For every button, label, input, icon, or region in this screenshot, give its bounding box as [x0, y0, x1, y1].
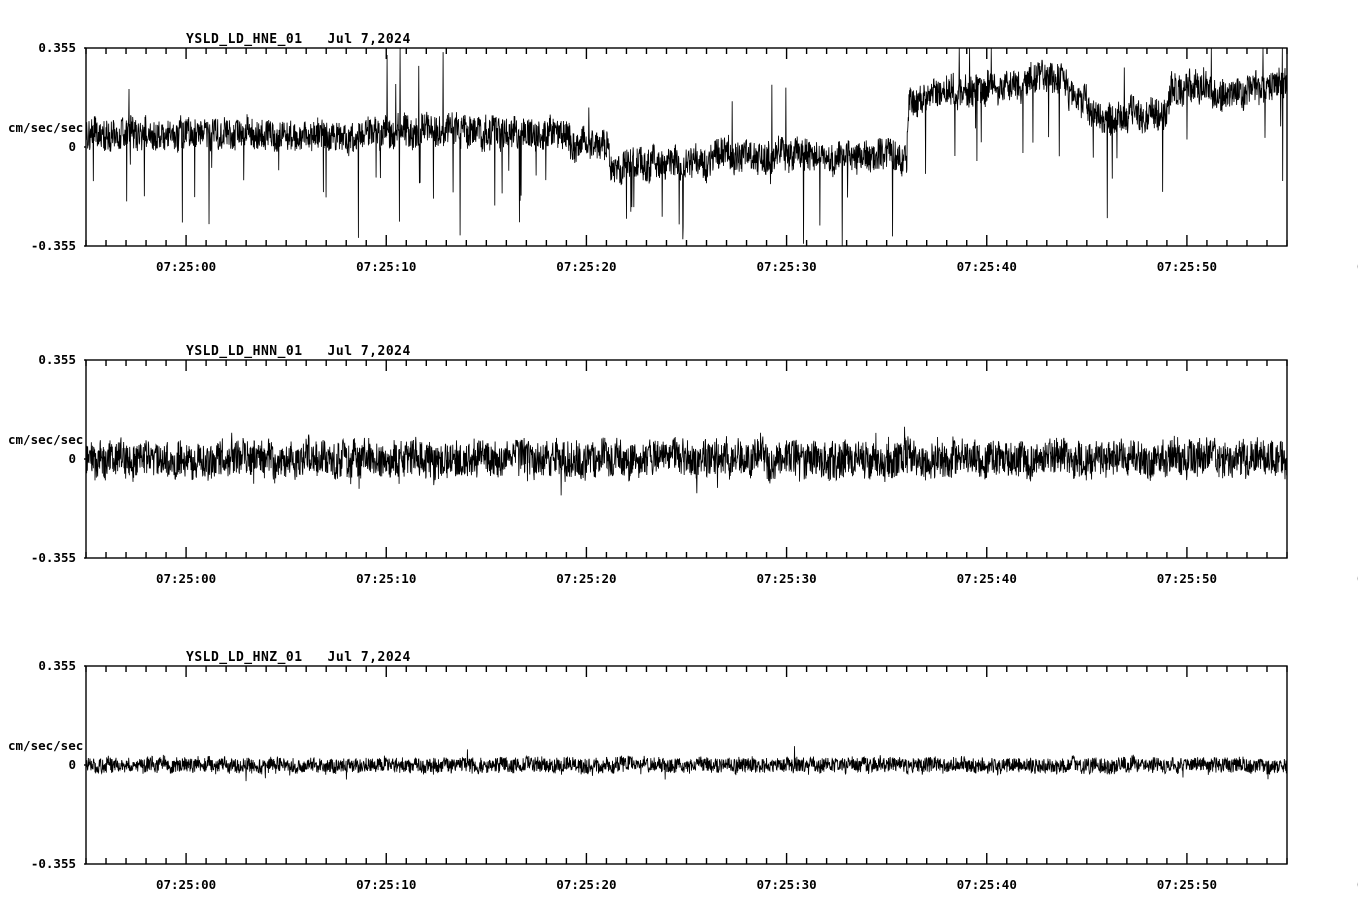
- x-tick-label: 07:25:30: [756, 259, 817, 274]
- y-axis-unit-label: cm/sec/sec: [8, 738, 84, 753]
- x-tick-label: 07:25:40: [956, 571, 1017, 586]
- waveform-trace: [86, 426, 1287, 496]
- x-tick-label: 07:25:20: [556, 259, 617, 274]
- axis-ticks: [84, 359, 1288, 559]
- x-tick-label: 07:25:10: [356, 571, 417, 586]
- plot-area: [84, 665, 1288, 865]
- x-tick-label: 07:25:10: [356, 259, 417, 274]
- y-tick-label: 0.355: [38, 352, 76, 367]
- panel-title: YSLD_LD_HNZ_01 Jul 7,2024: [186, 650, 411, 665]
- x-tick-label: 07:26:00: [1357, 877, 1358, 892]
- y-tick-label: 0: [68, 451, 76, 466]
- x-tick-label: 07:25:00: [155, 259, 217, 274]
- panel-title: YSLD_LD_HNN_01 Jul 7,2024: [186, 344, 411, 359]
- y-tick-label: 0.355: [38, 40, 76, 55]
- x-tick-label: 07:25:30: [756, 877, 817, 892]
- plot-area: [84, 359, 1288, 559]
- y-tick-label: -0.355: [30, 238, 76, 253]
- axis-ticks: [84, 665, 1288, 865]
- y-tick-label: 0.355: [38, 658, 76, 673]
- x-tick-label: 07:25:30: [756, 571, 817, 586]
- y-axis-unit-label: cm/sec/sec: [8, 432, 84, 447]
- panel-title: YSLD_LD_HNE_01 Jul 7,2024: [186, 32, 411, 47]
- y-tick-label: 0: [68, 139, 76, 154]
- x-tick-label: 07:25:00: [155, 877, 217, 892]
- x-tick-label: 07:25:20: [556, 877, 617, 892]
- x-tick-label: 07:25:40: [956, 259, 1017, 274]
- y-tick-label: 0: [68, 757, 76, 772]
- x-tick-label: 07:25:00: [155, 571, 217, 586]
- y-tick-label: -0.355: [30, 550, 76, 565]
- x-tick-label: 07:25:20: [556, 571, 617, 586]
- x-tick-label: 07:25:10: [356, 877, 417, 892]
- y-axis-unit-label: cm/sec/sec: [8, 120, 84, 135]
- x-tick-label: 07:25:50: [1156, 571, 1218, 586]
- plot-area: [84, 47, 1288, 247]
- x-tick-label: 07:25:50: [1156, 259, 1218, 274]
- x-tick-label: 07:26:00: [1357, 571, 1358, 586]
- axis-ticks: [84, 47, 1288, 247]
- y-tick-label: -0.355: [30, 856, 76, 871]
- x-tick-label: 07:25:50: [1156, 877, 1218, 892]
- waveform-trace: [86, 48, 1287, 246]
- x-tick-label: 07:25:40: [956, 877, 1017, 892]
- waveform-trace: [86, 746, 1287, 782]
- x-tick-label: 07:26:00: [1357, 259, 1358, 274]
